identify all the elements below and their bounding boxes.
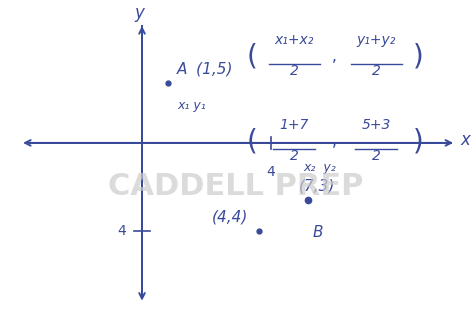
- Text: (7,3): (7,3): [299, 178, 336, 193]
- Text: ): ): [413, 42, 424, 70]
- Text: y₁+y₂: y₁+y₂: [356, 33, 396, 47]
- Text: x₁+x₂: x₁+x₂: [274, 33, 314, 47]
- Text: 2: 2: [372, 64, 381, 78]
- Text: CADDELL PREP: CADDELL PREP: [108, 173, 364, 201]
- Text: ): ): [413, 127, 424, 155]
- Text: ,: ,: [332, 134, 337, 149]
- Text: (: (: [247, 42, 257, 70]
- Text: 2: 2: [372, 149, 381, 163]
- Text: 2: 2: [290, 64, 299, 78]
- Text: A  (1,5): A (1,5): [177, 62, 234, 77]
- Text: x: x: [461, 131, 471, 149]
- Text: y: y: [135, 4, 145, 22]
- Text: 5+3: 5+3: [362, 118, 391, 132]
- Text: (4,4): (4,4): [212, 210, 249, 225]
- Text: x₂  y₂: x₂ y₂: [304, 162, 337, 174]
- Text: 1+7: 1+7: [280, 118, 309, 132]
- Text: 2: 2: [290, 149, 299, 163]
- Text: ,: ,: [332, 49, 337, 64]
- Text: x₁ y₁: x₁ y₁: [177, 99, 206, 112]
- Text: (: (: [247, 127, 257, 155]
- Text: 4: 4: [266, 165, 275, 179]
- Text: 4: 4: [117, 224, 126, 238]
- Text: B: B: [313, 225, 324, 240]
